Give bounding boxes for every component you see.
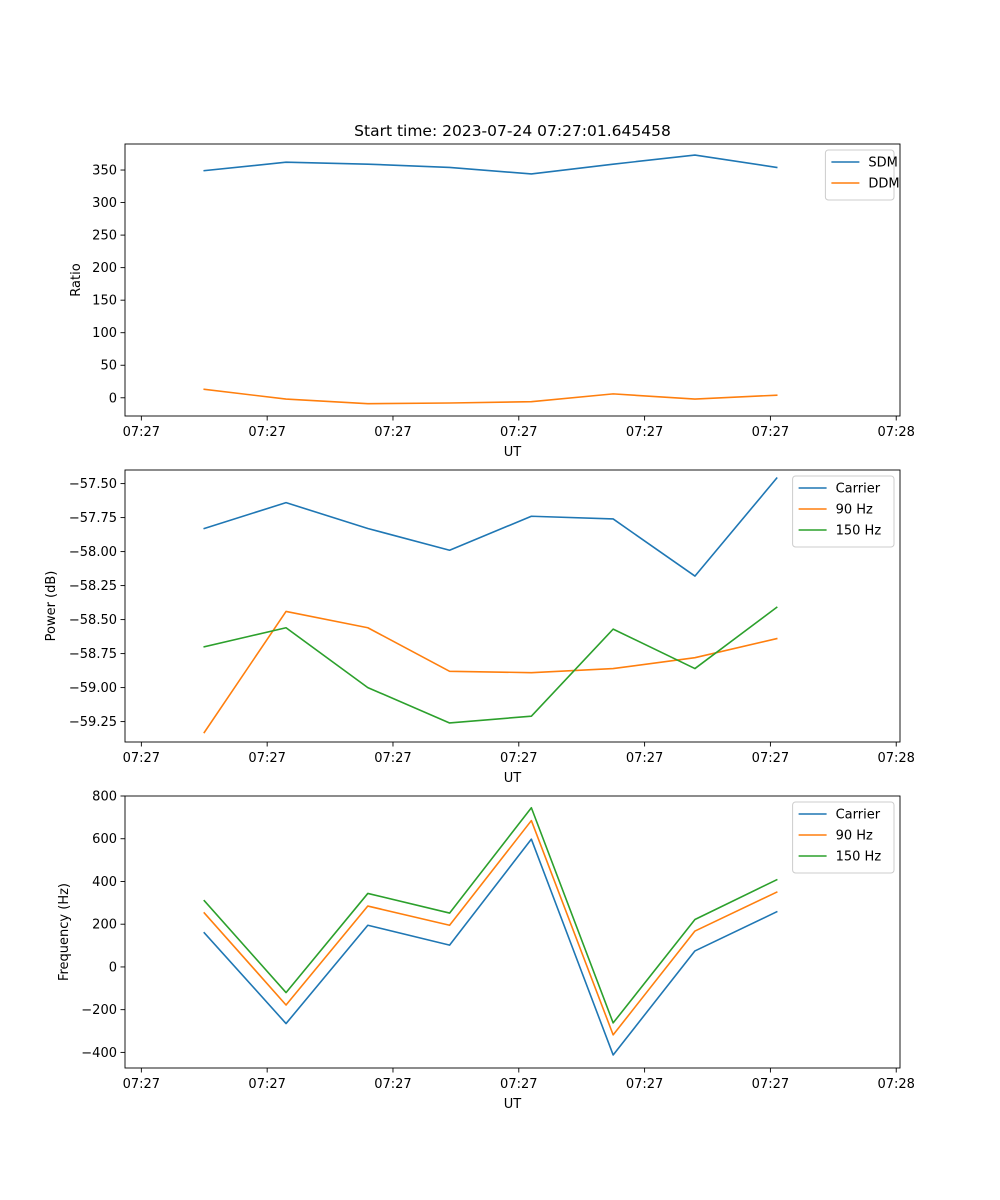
y-tick-label: −58.75 [69,647,117,662]
y-tick-label: 100 [92,326,117,341]
x-tick-label: 07:27 [752,425,789,440]
series-line-150-hz [203,806,778,1024]
subplot-1: 07:27 07:27 07:27 07:27 07:27 07:27 07:28 0 50 10… [69,143,915,460]
plots: 07:27 07:27 07:27 07:27 07:27 07:27 07:28 0 50 10… [44,143,915,1113]
legend: Carrier 90 Hz 150 Hz [792,475,895,548]
x-tick-label: 07:27 [374,751,411,766]
x-tick-label: 07:27 [374,1077,411,1092]
y-tick-label: −57.50 [69,477,117,492]
subplot-3: 07:27 07:27 07:27 07:27 07:27 07:27 07:28 −400 −… [57,790,915,1113]
x-axis-label: UT [504,445,522,460]
y-axis-label: Ratio [69,263,84,296]
y-axis-label: Power (dB) [44,571,59,642]
series-line-sdm [203,154,778,175]
x-tick-label: 07:28 [877,1077,914,1092]
x-tick-label: 07:27 [500,425,537,440]
legend: Carrier 90 Hz 150 Hz [792,801,895,874]
y-tick-label: 200 [92,918,117,933]
series-line-carrier [203,838,778,1056]
y-tick-label: 0 [109,391,117,406]
y-tick-label: −59.00 [69,681,117,696]
x-axis-label: UT [504,771,522,786]
x-tick-label: 07:27 [123,425,160,440]
y-tick-label: −200 [81,1003,117,1018]
x-tick-label: 07:27 [123,751,160,766]
y-tick-label: −59.25 [69,715,117,730]
x-tick-label: 07:27 [248,1077,285,1092]
legend-label: 90 Hz [836,503,873,518]
legend-label: 150 Hz [836,524,882,539]
x-tick-label: 07:27 [752,1077,789,1092]
x-tick-label: 07:27 [123,1077,160,1092]
y-axis-label: Frequency (Hz) [57,883,72,981]
y-tick-label: 800 [92,790,117,805]
x-tick-label: 07:28 [877,751,914,766]
y-tick-label: −400 [81,1046,117,1061]
x-tick-label: 07:27 [500,751,537,766]
x-tick-label: 07:27 [626,1077,663,1092]
y-tick-label: 150 [92,294,117,309]
x-axis-label: UT [504,1097,522,1112]
legend-label: Carrier [836,808,881,823]
y-tick-label: 600 [92,832,117,847]
legend-label: DDM [868,177,899,192]
series-line-ddm [203,388,778,405]
legend: SDM DDM [824,149,900,201]
x-tick-label: 07:27 [626,751,663,766]
y-tick-label: 250 [92,229,117,244]
x-tick-label: 07:27 [374,425,411,440]
series-line-90-hz [203,819,778,1036]
figure-title: Start time: 2023-07-24 07:27:01.645458 [354,122,671,140]
x-tick-label: 07:27 [500,1077,537,1092]
legend-label: Carrier [836,482,881,497]
axes-frame [124,143,901,417]
y-tick-label: −58.00 [69,545,117,560]
y-tick-label: 400 [92,875,117,890]
y-tick-label: 350 [92,164,117,179]
legend-label: 150 Hz [836,850,882,865]
x-tick-label: 07:27 [626,425,663,440]
y-tick-label: −58.25 [69,579,117,594]
subplot-2: 07:27 07:27 07:27 07:27 07:27 07:27 07:28 −59.2… [44,469,915,786]
y-tick-label: 300 [92,196,117,211]
series-line-150-hz [203,606,778,724]
axes-frame [124,469,901,743]
legend-label: SDM [868,156,897,171]
x-tick-label: 07:27 [248,425,285,440]
y-tick-label: 0 [109,960,117,975]
y-tick-label: 50 [100,359,117,374]
legend-label: 90 Hz [836,829,873,844]
series-line-carrier [203,477,778,577]
axes-frame [124,795,901,1069]
x-tick-label: 07:27 [248,751,285,766]
y-tick-label: 200 [92,261,117,276]
y-tick-label: −58.50 [69,613,117,628]
y-tick-label: −57.75 [69,511,117,526]
x-tick-label: 07:28 [877,425,914,440]
x-tick-label: 07:27 [752,751,789,766]
series-line-90-hz [203,610,778,734]
